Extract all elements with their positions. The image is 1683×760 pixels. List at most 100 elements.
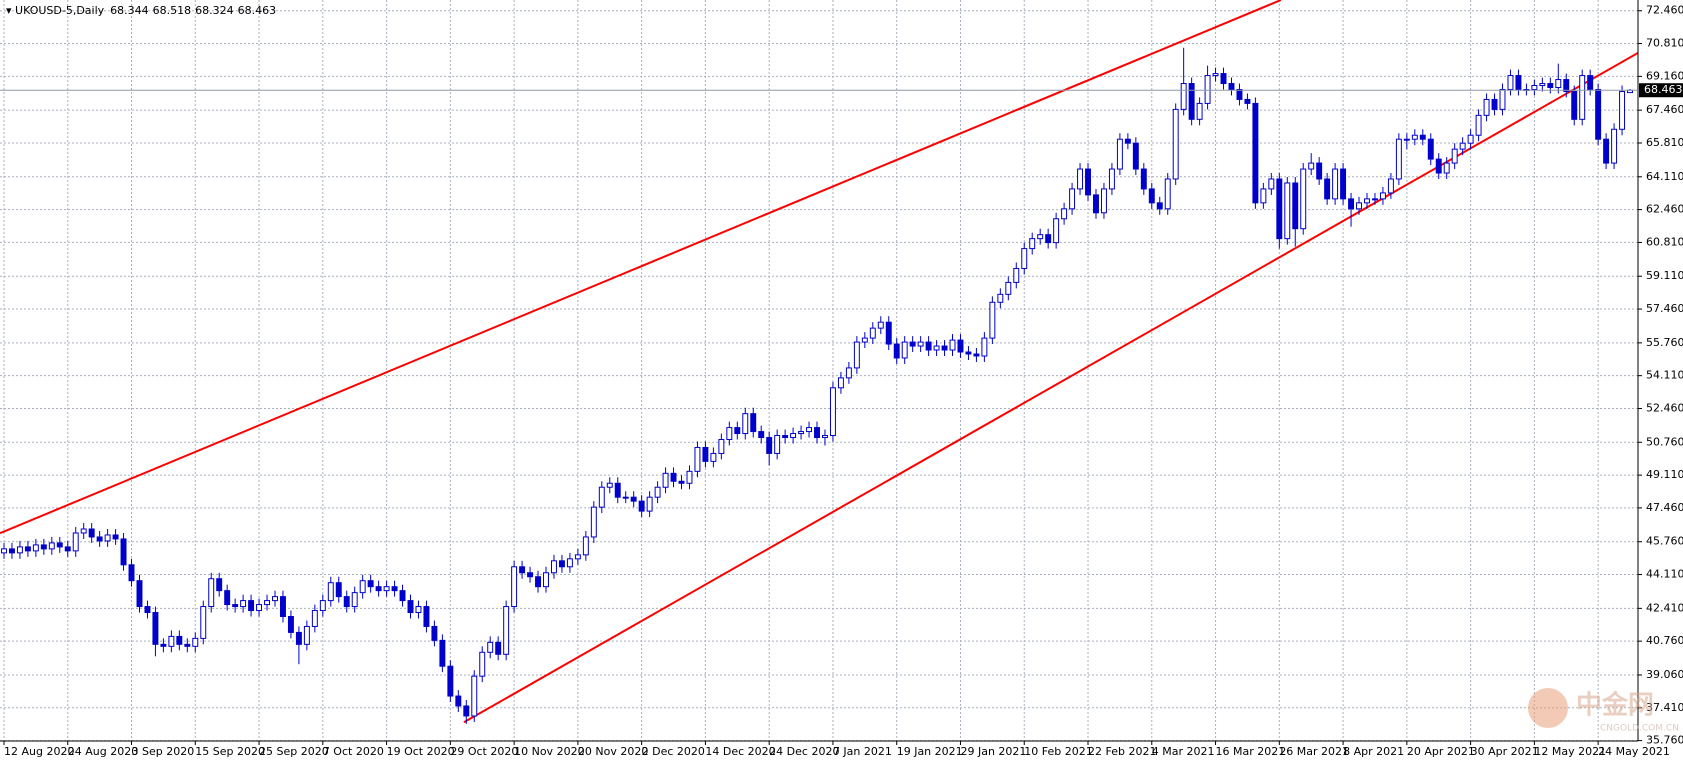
candle-body <box>582 536 589 556</box>
candle-body <box>200 606 207 639</box>
candle-body <box>1188 83 1195 120</box>
x-tick-label: 7 Jan 2021 <box>833 745 892 758</box>
candle-body <box>1427 138 1434 160</box>
y-tick-label: 52.460 <box>1646 401 1683 414</box>
candle-body <box>335 582 342 598</box>
candle-body <box>1085 168 1091 196</box>
candle-body <box>1603 138 1610 164</box>
candle-body <box>1475 114 1482 136</box>
x-tick-label: 20 Nov 2020 <box>578 745 648 758</box>
chart-header: ▾ UKOUSD-5,Daily 68.344 68.518 68.324 68.463 <box>6 4 276 17</box>
y-tick-label: 45.760 <box>1646 535 1683 548</box>
candle-body <box>495 641 502 655</box>
candle-body <box>16 546 23 554</box>
candle-body <box>1300 168 1307 230</box>
candle-body <box>391 586 398 592</box>
trendline <box>0 0 1282 535</box>
x-tick-label: 20 Apr 2021 <box>1407 745 1475 758</box>
candle-body <box>638 500 645 512</box>
candle-body <box>949 339 956 351</box>
candle-body <box>1268 178 1275 190</box>
candle-body <box>1140 168 1147 190</box>
candle-body <box>192 637 199 647</box>
candle-body <box>1308 162 1315 170</box>
candle-body <box>1499 88 1506 110</box>
candle-body <box>535 576 542 588</box>
candle-body <box>1212 73 1219 77</box>
candle-body <box>1244 98 1251 104</box>
candle-body <box>120 538 127 566</box>
candle-body <box>1587 75 1594 90</box>
candle-body <box>646 496 653 512</box>
header-low: 68.324 <box>195 4 234 17</box>
candle-body <box>1037 234 1044 240</box>
candle-body <box>630 496 637 502</box>
candle-body <box>447 665 454 697</box>
candle-body <box>72 532 79 552</box>
candle-body <box>311 610 318 627</box>
candle-body <box>64 546 71 552</box>
candle-body <box>1132 142 1139 170</box>
candle-body <box>893 343 900 359</box>
x-tick-label: 29 Oct 2020 <box>450 745 518 758</box>
candle-body <box>758 431 765 439</box>
candle-body <box>1 548 7 554</box>
candle-body <box>160 643 167 647</box>
candle-body <box>295 631 302 645</box>
candle-body <box>487 641 494 653</box>
header-close: 68.463 <box>238 4 277 17</box>
candle-body <box>1053 218 1060 244</box>
candle-body <box>1579 75 1586 120</box>
x-tick-label: 19 Jan 2021 <box>897 745 963 758</box>
candle-body <box>327 582 334 602</box>
x-tick-label: 14 Dec 2020 <box>705 745 775 758</box>
candle-body <box>989 301 996 339</box>
candle-body <box>248 600 255 612</box>
y-tick-label: 67.460 <box>1646 103 1683 116</box>
candle-body <box>1316 162 1323 180</box>
candle-body <box>1284 182 1291 240</box>
x-tick-label: 24 Aug 2020 <box>68 745 138 758</box>
candle-body <box>232 604 239 608</box>
candle-body <box>32 544 39 552</box>
candle-body <box>806 427 813 433</box>
candle-body <box>861 337 868 343</box>
y-tick-label: 42.410 <box>1646 601 1683 614</box>
candle-body <box>814 427 820 439</box>
candle-body <box>351 592 358 608</box>
candle-body <box>1077 168 1084 190</box>
y-tick-label: 70.810 <box>1646 37 1683 50</box>
candle-body <box>367 580 374 588</box>
candle-body <box>654 486 661 498</box>
candle-body <box>1196 102 1203 120</box>
header-high: 68.518 <box>153 4 192 17</box>
candle-body <box>734 427 741 435</box>
candle-body <box>1276 178 1283 240</box>
candle-body <box>56 542 63 548</box>
candle-body <box>1124 138 1131 144</box>
candle-body <box>933 345 940 351</box>
candle-body <box>1013 267 1020 283</box>
candle-body <box>574 554 581 560</box>
candle-body <box>1045 234 1052 244</box>
candle-body <box>479 651 486 677</box>
candle-body <box>901 341 908 359</box>
candle-body <box>1531 85 1538 90</box>
candle-body <box>822 435 828 439</box>
candle-body <box>1483 98 1490 116</box>
y-tick-label: 40.760 <box>1646 634 1683 647</box>
candle-body <box>909 341 916 347</box>
candle-body <box>319 600 326 612</box>
candle-body <box>1435 158 1442 174</box>
candle-body <box>224 590 231 606</box>
candle-body <box>1093 194 1099 214</box>
candle-body <box>152 612 159 645</box>
candle-body <box>208 578 215 608</box>
candle-body <box>184 643 191 647</box>
y-tick-label: 47.460 <box>1646 501 1683 514</box>
candle-body <box>455 695 462 707</box>
candle-body <box>1029 238 1036 250</box>
x-tick-label: 24 May 2021 <box>1598 745 1670 758</box>
candle-body <box>104 534 111 542</box>
